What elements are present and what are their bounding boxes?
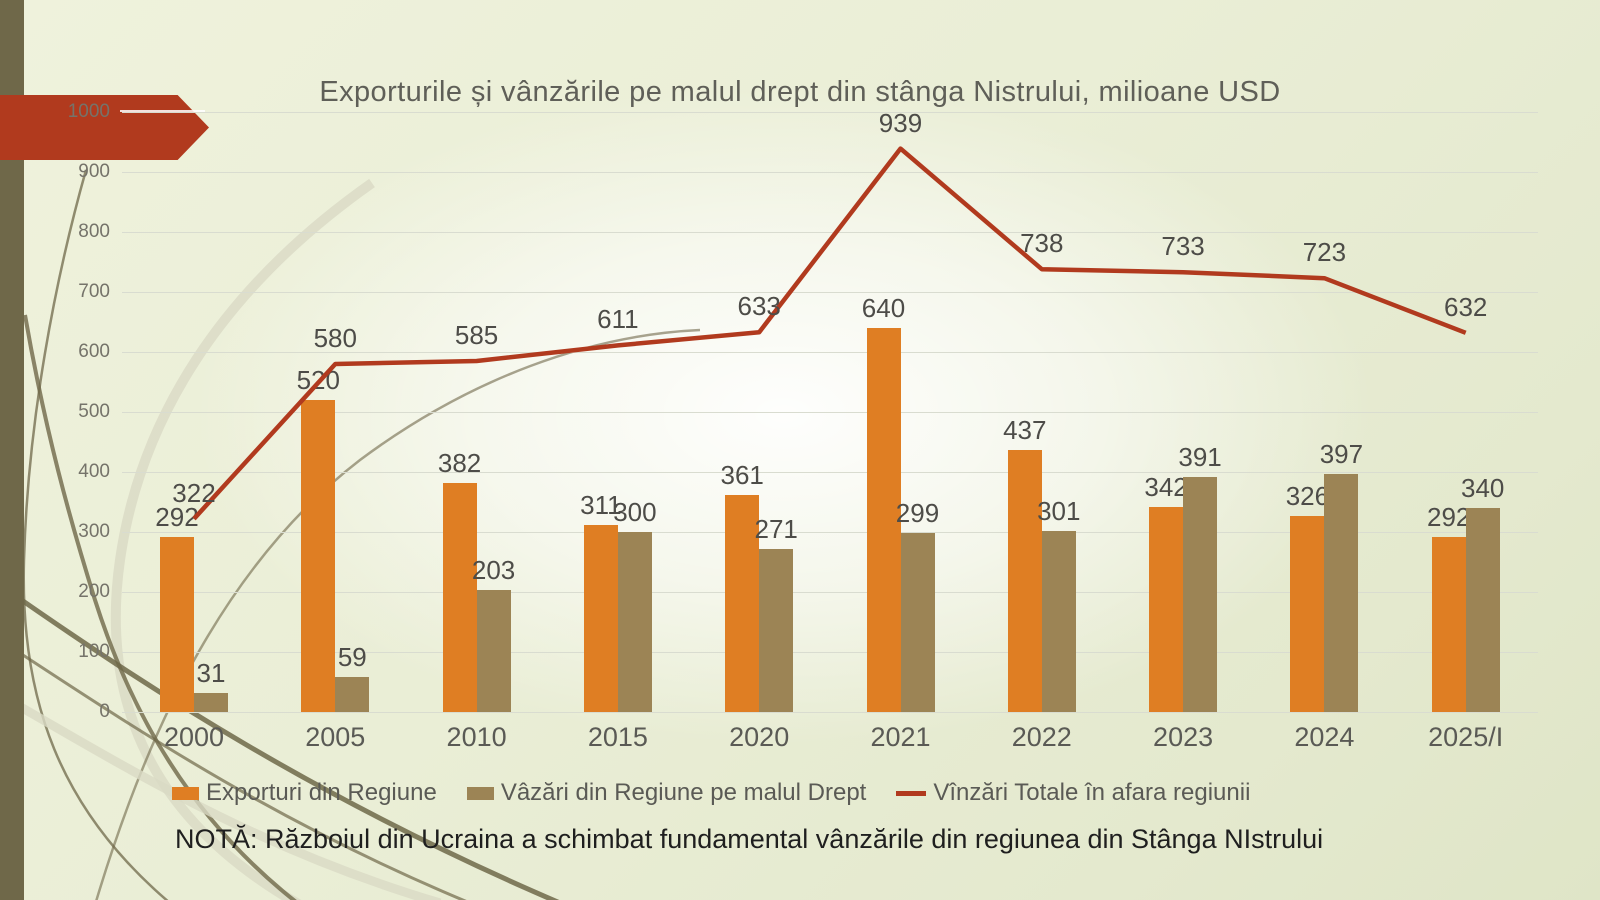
bar-right-bank-sales [335,676,370,712]
y-axis-tick-label: 0 [99,701,110,722]
bar-exports [1149,506,1184,712]
y-axis-tick-label: 400 [78,461,110,482]
y-axis-tick-label: 200 [78,581,110,602]
bar-right-bank-sales [1183,477,1218,712]
x-axis-tick-label: 2005 [305,722,366,752]
red-arrow-banner [0,95,209,160]
x-axis-tick-label: 2015 [587,722,648,752]
line-data-label: 632 [1443,291,1488,322]
bar-right-bank-sales [900,532,935,712]
gridline [122,232,1538,233]
bar-exports [725,495,760,712]
x-axis-tick-label: 2025/I [1428,722,1504,752]
y-axis-tick-label: 800 [78,221,110,242]
bar-right-bank-sales [194,693,228,712]
legend-item: Exporturi din Regiune [172,779,437,807]
slide-title: Exporturile și vânzările pe malul drept … [319,76,1281,108]
y-axis-tick-label: 300 [78,521,110,542]
bar-data-label: 301 [1037,496,1081,527]
bar-data-label: 326 [1285,481,1330,512]
bar-data-label: 382 [437,447,482,478]
bar-data-label: 299 [895,497,940,528]
gridline [122,352,1538,353]
x-axis-tick-label: 2024 [1294,722,1355,752]
line-data-label: 939 [878,107,923,138]
bar-data-label: 640 [861,293,906,323]
y-axis-tick-label: 100 [78,641,110,662]
gridline [122,112,1538,113]
gridline [122,172,1538,173]
x-axis-tick-label: 2021 [870,722,931,752]
x-axis-tick-label: 2020 [729,722,790,752]
bar-data-label: 59 [337,641,367,672]
bar-right-bank-sales [1041,531,1076,712]
y-axis-tick-label: 600 [78,341,110,362]
bar-data-label: 271 [754,514,798,545]
bar-data-label: 391 [1178,442,1222,473]
y-axis-tick-label: 500 [78,401,110,422]
bar-right-bank-sales [476,590,511,712]
x-axis-tick-label: 2023 [1153,722,1214,752]
gridline-highlight [120,110,205,112]
note-text: NOTĂ: Războiul din Ucraina a schimbat fu… [175,824,1324,854]
bar-data-label: 397 [1319,438,1364,469]
line-data-label: 738 [1020,228,1064,259]
bar-right-bank-sales [1465,508,1500,712]
bar-data-label: 203 [471,555,516,586]
line-data-label: 633 [737,291,781,322]
line-data-label: 322 [172,477,216,508]
chart-legend: Exporturi din Regiune Vâzări din Regiune … [172,776,1250,810]
bar-right-bank-sales [759,549,794,712]
legend-item: Vâzări din Regiune pe malul Drept [466,779,867,807]
gridline [122,652,1538,653]
gridline [122,412,1538,413]
line-data-label: 580 [313,323,357,353]
bar-exports [442,482,477,712]
legend-item: Vînzări Totale în afara regiunii [896,779,1250,807]
gridline [122,712,1538,713]
bar-exports [301,400,336,712]
bar-data-label: 361 [720,460,764,491]
y-axis-tick-label: 1000 [67,101,110,122]
bar-data-label: 292 [155,501,199,532]
line-data-label: 733 [1161,231,1205,262]
line-data-label: 611 [597,304,639,335]
line-data-label: 723 [1302,237,1347,268]
legend-color-swatch [172,786,199,800]
bar-right-bank-sales [617,532,652,712]
legend-label: Vînzări Totale în afara regiunii [933,779,1251,806]
y-axis-tick-label: 700 [78,281,110,302]
legend-color-swatch [466,786,494,800]
gridline [122,532,1538,533]
y-axis-tick-label: 900 [78,161,110,182]
bar-exports [583,525,618,712]
gridline [122,472,1538,473]
bar-data-label: 340 [1460,473,1505,503]
bar-data-label: 292 [1426,501,1471,532]
bar-exports [1290,516,1325,712]
x-axis-tick-label: 2000 [163,722,225,752]
bar-data-label: 300 [613,497,657,527]
line-data-label: 585 [454,320,499,350]
x-axis-tick-label: 2010 [446,722,507,752]
bar-exports [1007,449,1042,712]
bar-data-label: 31 [196,658,226,689]
bar-data-label: 342 [1144,471,1188,502]
bar-data-label: 437 [1003,414,1047,445]
gridline [122,592,1538,593]
bar-exports [1431,536,1466,712]
legend-label: Exporturi din Regiune [206,779,437,806]
bar-right-bank-sales [1324,473,1359,712]
legend-label: Vâzări din Regiune pe malul Drept [500,779,867,806]
legend-line-swatch [896,790,927,796]
x-axis-tick-label: 2022 [1011,722,1072,752]
bar-exports [160,536,194,712]
gridline [122,292,1538,293]
bar-exports [866,328,901,712]
bar-data-label: 311 [580,490,622,521]
